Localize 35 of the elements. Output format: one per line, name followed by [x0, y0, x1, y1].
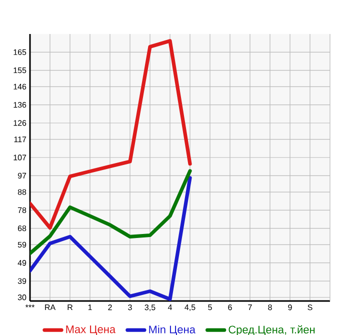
x-tick-label: 9	[288, 304, 292, 310]
x-tick-label: ***	[25, 304, 35, 308]
x-tick-label: 3,5	[144, 304, 156, 312]
y-tick-label: 97	[18, 172, 26, 179]
y-tick-label: 107	[14, 154, 26, 160]
line-series	[30, 176, 192, 301]
y-tick-label: 126	[14, 120, 26, 126]
y-tick-label: 155	[14, 68, 26, 74]
x-tick-label: 4,5	[184, 304, 196, 312]
x-tick-label: 2	[108, 304, 112, 310]
x-tick-label: S	[308, 304, 312, 310]
line-series	[30, 169, 192, 256]
y-tick-label: 136	[14, 102, 26, 108]
legend-label: Max Цена	[66, 326, 116, 335]
x-tick-label: 7	[248, 304, 252, 310]
y-tick-label: 39	[18, 278, 26, 284]
y-tick-label: 59	[18, 242, 26, 248]
y-tick-label: 146	[14, 84, 26, 90]
x-tick-label: 1	[88, 304, 92, 310]
y-tick-label: 165	[14, 49, 26, 55]
x-tick-label: RA	[45, 304, 56, 310]
y-tick-label: 78	[18, 207, 26, 214]
x-tick-label: R	[68, 304, 73, 310]
x-tick-label: 3	[128, 304, 132, 310]
line-series	[30, 39, 192, 230]
legend-label: Min Цена	[149, 325, 196, 335]
x-tick-label: 6	[228, 304, 232, 310]
y-tick-label: 30	[18, 294, 26, 300]
x-tick-label: 4	[168, 304, 172, 310]
x-tick-label: 8	[268, 304, 272, 310]
x-tick-label: 5	[208, 304, 212, 310]
y-tick-label: 117	[14, 136, 26, 142]
y-tick-label: 49	[18, 260, 26, 266]
y-tick-label: 68	[18, 226, 26, 232]
y-tick-label: 88	[18, 189, 26, 195]
